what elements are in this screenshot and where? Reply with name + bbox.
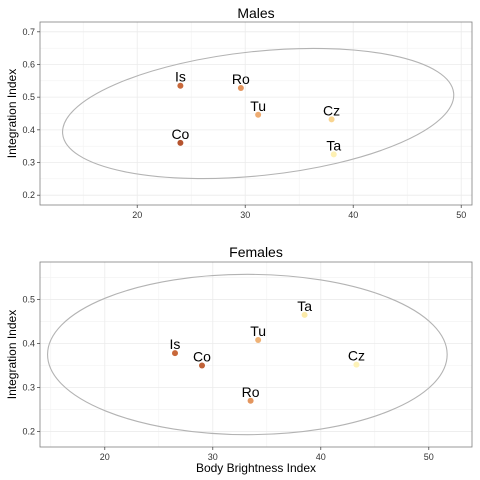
x-tick-label: 30 (240, 210, 250, 220)
data-point-cz (328, 116, 335, 123)
x-tick-label: 20 (100, 452, 110, 462)
y-tick-label: 0.6 (22, 59, 35, 69)
point-label-ta: Ta (326, 137, 341, 153)
x-tick-label: 20 (132, 210, 142, 220)
point-label-co: Co (171, 126, 189, 142)
point-label-ta: Ta (297, 298, 312, 314)
data-point-tu (255, 336, 262, 343)
point-label-tu: Tu (250, 98, 266, 114)
data-point-is (172, 350, 178, 357)
data-point-ta (330, 151, 337, 158)
females-panel: Ta Tu Is Co Cz Ro 20 30 40 50 0.2 0.3 0.4 0.5 Females I… (5, 244, 473, 475)
data-point-cz (353, 361, 360, 368)
y-tick-label: 0.4 (22, 338, 35, 348)
panel-title: Females (229, 244, 283, 260)
confidence-ellipse (47, 273, 448, 436)
point-label-ro: Ro (232, 71, 250, 87)
y-tick-label: 0.2 (22, 190, 35, 200)
y-tick-label: 0.3 (22, 383, 35, 393)
data-point-tu (255, 111, 262, 118)
data-point-ro (237, 85, 244, 92)
y-tick-label: 0.5 (22, 92, 35, 102)
point-label-cz: Cz (323, 102, 340, 118)
y-tick-label: 0.5 (22, 294, 35, 304)
point-label-ro: Ro (242, 384, 260, 400)
x-tick-label: 50 (456, 210, 466, 220)
plot-frame (39, 21, 473, 206)
panel-title: Males (237, 5, 274, 21)
x-tick-label: 40 (316, 452, 326, 462)
y-tick-label: 0.2 (22, 427, 35, 437)
point-label-is: Is (170, 336, 181, 352)
x-tick-label: 40 (348, 210, 358, 220)
data-point-ta (301, 311, 308, 318)
data-point-co (199, 362, 205, 369)
confidence-ellipse (62, 47, 455, 180)
data-point-co (177, 139, 184, 146)
point-label-is: Is (175, 69, 186, 85)
data-point-is (177, 82, 184, 89)
point-label-tu: Tu (250, 323, 266, 339)
x-tick-label: 30 (208, 452, 218, 462)
point-label-cz: Cz (348, 348, 365, 364)
y-tick-label: 0.3 (22, 158, 35, 168)
data-point-ro (247, 397, 254, 404)
y-tick-label: 0.4 (22, 125, 35, 135)
x-axis-title: Body Brightness Index (196, 461, 316, 475)
y-axis-title: Integration Index (5, 69, 19, 158)
y-axis-title: Integration Index (5, 310, 19, 399)
point-label-co: Co (193, 349, 211, 365)
x-tick-label: 50 (424, 452, 434, 462)
plot-frame (39, 261, 473, 448)
y-tick-label: 0.7 (22, 27, 35, 37)
